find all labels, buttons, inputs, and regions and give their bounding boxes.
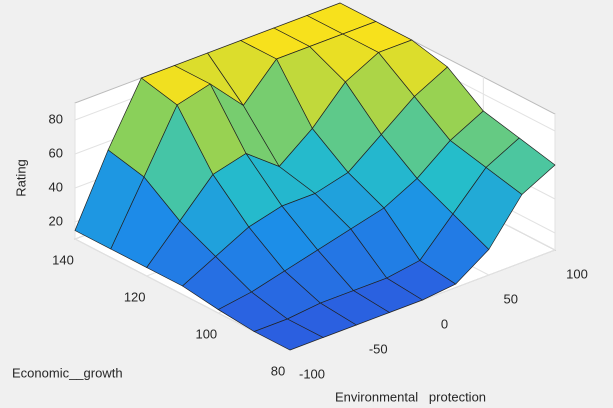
surface-patch — [253, 318, 324, 351]
z-axis-label: Rating — [13, 159, 28, 197]
x-tick-label: -50 — [369, 341, 388, 356]
x-tick-label: 0 — [441, 316, 448, 331]
z-tick-label: 40 — [49, 179, 63, 194]
x-tick-label: -100 — [299, 366, 325, 381]
z-tick-label: 20 — [49, 213, 63, 228]
y-axis-label: Economic__growth — [12, 365, 123, 380]
y-tick-label: 120 — [124, 289, 146, 304]
x-tick-label: 100 — [566, 266, 588, 281]
y-tick-label: 80 — [271, 363, 285, 378]
z-tick-label: 80 — [49, 111, 63, 126]
x-tick-label: 50 — [504, 291, 518, 306]
x-axis-label: Environmental protection — [335, 389, 486, 404]
y-tick-label: 140 — [52, 252, 74, 267]
y-tick-label: 100 — [195, 326, 217, 341]
z-tick-label: 60 — [49, 145, 63, 160]
